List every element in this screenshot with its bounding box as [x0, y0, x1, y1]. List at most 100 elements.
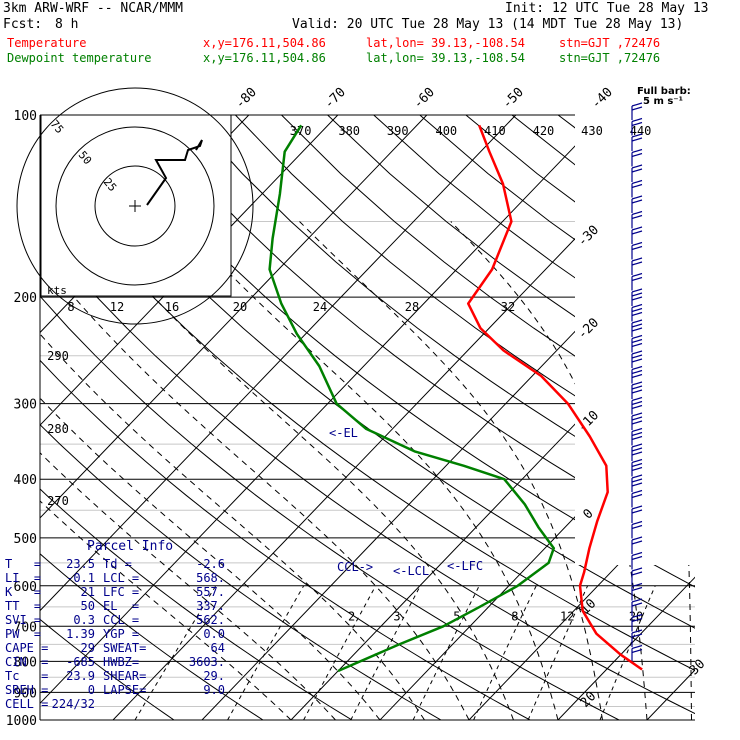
wind-barb-flag: [631, 462, 643, 468]
parcel-info-cell: 3603.: [188, 655, 225, 669]
wind-barb-flag: [631, 540, 643, 545]
wind-barb-flag: [631, 210, 643, 216]
parcel-info-cell: SREH =: [5, 683, 49, 697]
theta-label: 440: [630, 124, 652, 138]
mixing-ratio-2: [303, 585, 377, 720]
dry-adiabat-290: [40, 115, 531, 720]
wind-barb-flag: [631, 602, 643, 607]
isotherm-10: [468, 115, 695, 720]
wind-barb-flag: [631, 358, 643, 363]
parcel-info-cell: PW =: [5, 627, 42, 641]
dry-adiabat-280: [40, 115, 442, 720]
dry-adiabat-380: [281, 115, 695, 720]
model-title: 3km ARW-WRF -- NCAR/MMM: [3, 1, 184, 16]
parcel-info-cell: 568.: [196, 571, 225, 585]
wind-barb-flag: [631, 474, 643, 479]
temperature-legend-latlon: lat,lon= 39.13,-108.54: [366, 36, 525, 50]
parcel-info-cell: LI =: [5, 571, 42, 585]
mixing-ratio-lines: 2 3 5 8 12 20: [134, 585, 656, 720]
mixing-ratio-20: [599, 585, 656, 720]
moist-adiabat-40: [736, 222, 740, 721]
wind-barb-flag: [631, 633, 643, 638]
parcel-info-cell: -2.6: [196, 557, 225, 571]
wind-barb-flag: [631, 334, 643, 340]
dry-adiabat-460: [650, 115, 695, 720]
wind-barb-flag: [631, 117, 643, 123]
dry-adiabat-390: [327, 115, 695, 720]
moist-adiabat--10: [40, 221, 292, 720]
temperature-trace: [466, 124, 643, 671]
mixing-ratio-12: [527, 585, 589, 720]
parcel-info-cell: 562.: [196, 613, 225, 627]
wind-barb-flag: [631, 586, 643, 592]
wind-barb-flag: [631, 505, 643, 510]
pressure-label: 800: [14, 655, 37, 670]
wind-barb-flag: [631, 582, 643, 588]
wind-barb-flag: [631, 396, 643, 402]
isotherm-30: [646, 115, 695, 720]
wind-barb-flag: [631, 292, 643, 297]
parcel-info-cell: 21: [80, 585, 95, 599]
wind-barb-flag: [631, 644, 643, 650]
wind-barb-flag: [631, 195, 643, 200]
pressure-axis-labels: 100 200 300 400 500 600 700 800 900 1000: [6, 109, 37, 729]
hodograph-speed-label: 28: [405, 300, 419, 314]
wind-barb-flag: [631, 179, 643, 185]
wind-barb-flag: [631, 482, 643, 487]
wind-barb-flag: [631, 489, 643, 495]
hodograph-speed-label: 12: [110, 300, 124, 314]
theta-label: 420: [533, 124, 555, 138]
wind-barb-flag: [631, 373, 643, 379]
temperature-legend-xy: x,y=176.11,504.86: [203, 36, 326, 50]
temperature-legend-stn: stn=GJT ,72476: [559, 36, 661, 50]
pressure-label: 700: [14, 620, 37, 635]
parcel-info-cell: TT =: [5, 599, 42, 613]
annotation-label: <-LCL: [393, 564, 429, 578]
pressure-label: 100: [14, 109, 37, 124]
wind-barb-flag: [631, 148, 643, 154]
wind-barb-flag: [631, 524, 643, 530]
parcel-info-cell: LAPSE=: [103, 683, 147, 697]
wind-barb-flag: [631, 350, 643, 355]
wind-barb-flag: [631, 311, 643, 317]
wind-barb-flag: [631, 296, 643, 301]
annotation-label: <-LFC: [447, 559, 483, 573]
wind-barb-flag: [631, 164, 643, 169]
parcel-info-cell: CELL =: [5, 697, 49, 711]
wind-barb-legend: Full barb: 5 m s⁻¹: [637, 86, 691, 107]
wind-barb-flag: [631, 183, 643, 189]
hodograph-speed-label: 24: [313, 300, 327, 314]
isotherm-label: -60: [411, 85, 438, 112]
isotherm--40: [40, 115, 606, 720]
moist-adiabat-5: [40, 221, 425, 720]
isotherm-20: [557, 115, 695, 720]
annotation-labels: <-EL CCL-> <-LCL <-LFC: [329, 426, 483, 578]
wind-barb-flag: [631, 451, 643, 456]
isotherm-label: -30: [575, 223, 602, 250]
wind-barb-flag: [631, 629, 643, 634]
pressure-label: 900: [14, 686, 37, 701]
wind-barb-flag: [631, 381, 643, 386]
parcel-info-cell: -0.1: [66, 571, 95, 585]
wind-barb-flag: [631, 447, 643, 452]
pressure-label: 1000: [6, 714, 37, 729]
theta-label: 410: [484, 124, 506, 138]
wind-barb-flag: [631, 168, 643, 173]
wind-barb-flag: [631, 106, 643, 111]
hodograph-speed-label: 32: [501, 300, 515, 314]
hodograph-speed-label: 16: [165, 300, 179, 314]
wind-barb-flag: [631, 307, 643, 313]
wind-barb-flag: [631, 354, 643, 359]
parcel-info-cell: CIN =: [5, 655, 49, 669]
parcel-info-cell: 1.39: [66, 627, 95, 641]
hodograph-speed-label: 20: [233, 300, 247, 314]
mixing-ratio-label: 12: [560, 609, 574, 623]
hodograph-ring: [55, 126, 215, 286]
annotation-label: CCL->: [337, 560, 373, 574]
wind-barb-flag: [631, 257, 643, 262]
wind-barb-flag: [631, 137, 643, 142]
parcel-info-cell: 50: [80, 599, 95, 613]
wind-barb-flag: [631, 420, 643, 425]
isotherm-label: -20: [575, 315, 602, 342]
